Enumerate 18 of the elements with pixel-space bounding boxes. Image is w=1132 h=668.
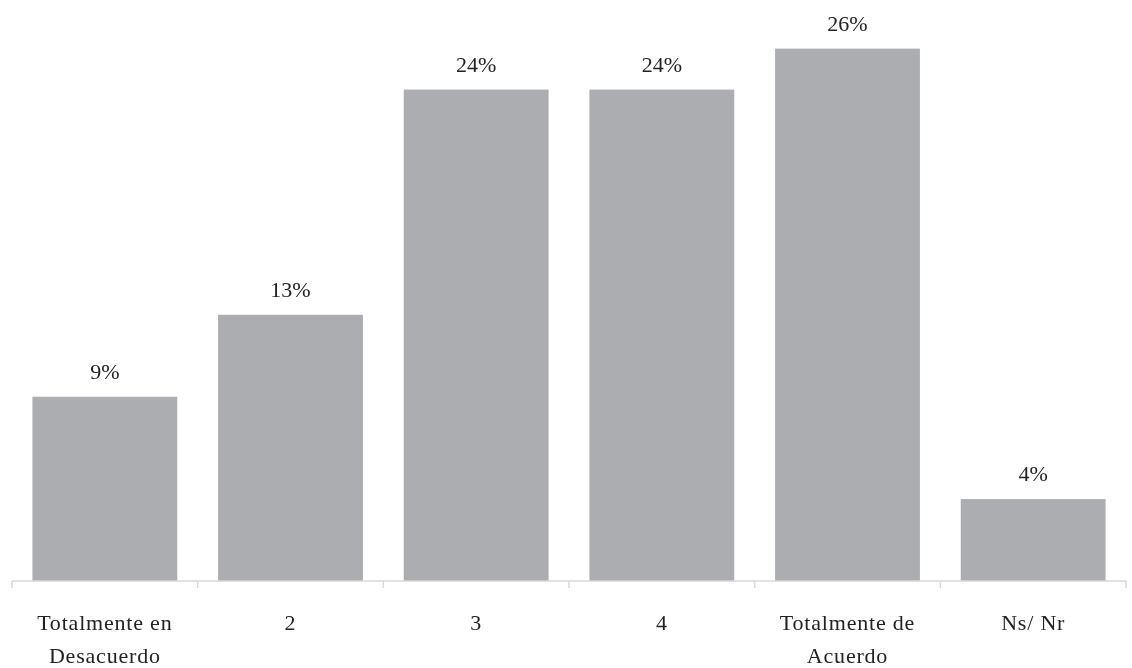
bar	[218, 314, 363, 581]
bar	[589, 89, 735, 581]
data-label: 24%	[641, 51, 682, 77]
bar	[775, 48, 920, 581]
data-label: 9%	[90, 358, 120, 384]
x-tick-label: Totalmente de Acuerdo	[779, 610, 916, 668]
bar	[960, 499, 1106, 581]
bar	[403, 89, 549, 581]
x-tick-label: 4	[655, 610, 668, 635]
x-tick-label: Ns/ Nr	[1001, 610, 1066, 635]
x-tick-label: Totalmente en Desacuerdo	[37, 610, 173, 668]
x-tick-label: 3	[470, 610, 483, 635]
data-label: 13%	[270, 276, 311, 302]
data-label: 26%	[827, 10, 868, 36]
x-tick-label: 2	[284, 610, 297, 635]
data-label: 24%	[456, 51, 497, 77]
bar	[32, 396, 178, 581]
data-label: 4%	[1018, 461, 1048, 487]
